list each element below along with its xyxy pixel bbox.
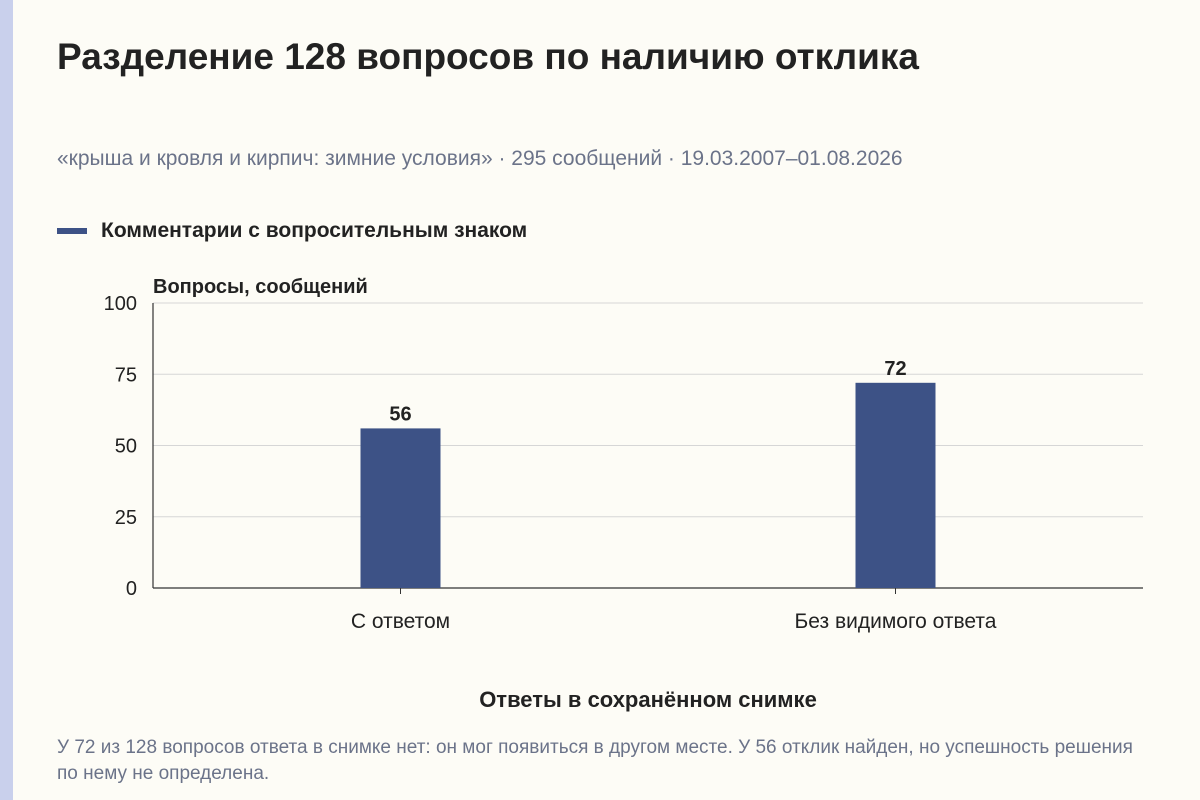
x-tick-label: Без видимого ответа bbox=[795, 610, 997, 633]
bar bbox=[360, 428, 441, 588]
x-tick-label: С ответом bbox=[351, 610, 450, 633]
y-tick-label: 0 bbox=[126, 578, 137, 600]
legend: Комментарии с вопросительным знаком bbox=[57, 219, 527, 243]
chart-subtitle: «крыша и кровля и кирпич: зимние условия… bbox=[57, 147, 903, 170]
bar bbox=[855, 382, 936, 588]
bar-chart: 0 25 50 75 100 Вопросы, сообщений 56 С ответом 7… bbox=[104, 276, 1143, 712]
y-tick-label: 75 bbox=[115, 364, 137, 386]
y-tick-label: 25 bbox=[115, 507, 137, 529]
y-tick-label: 100 bbox=[104, 293, 137, 315]
footnote: У 72 из 128 вопросов ответа в снимке нет… bbox=[57, 737, 1133, 784]
accent-strip bbox=[0, 0, 13, 800]
bar-value-label: 56 bbox=[389, 403, 411, 425]
y-axis-title: Вопросы, сообщений bbox=[153, 276, 368, 298]
x-axis-title: Ответы в сохранённом снимке bbox=[479, 687, 817, 712]
y-tick-label: 50 bbox=[115, 436, 137, 458]
legend-swatch bbox=[57, 228, 87, 234]
chart-title: Разделение 128 вопросов по наличию откли… bbox=[57, 36, 919, 77]
legend-label: Комментарии с вопросительным знаком bbox=[101, 219, 528, 242]
bar-value-label: 72 bbox=[884, 358, 906, 380]
